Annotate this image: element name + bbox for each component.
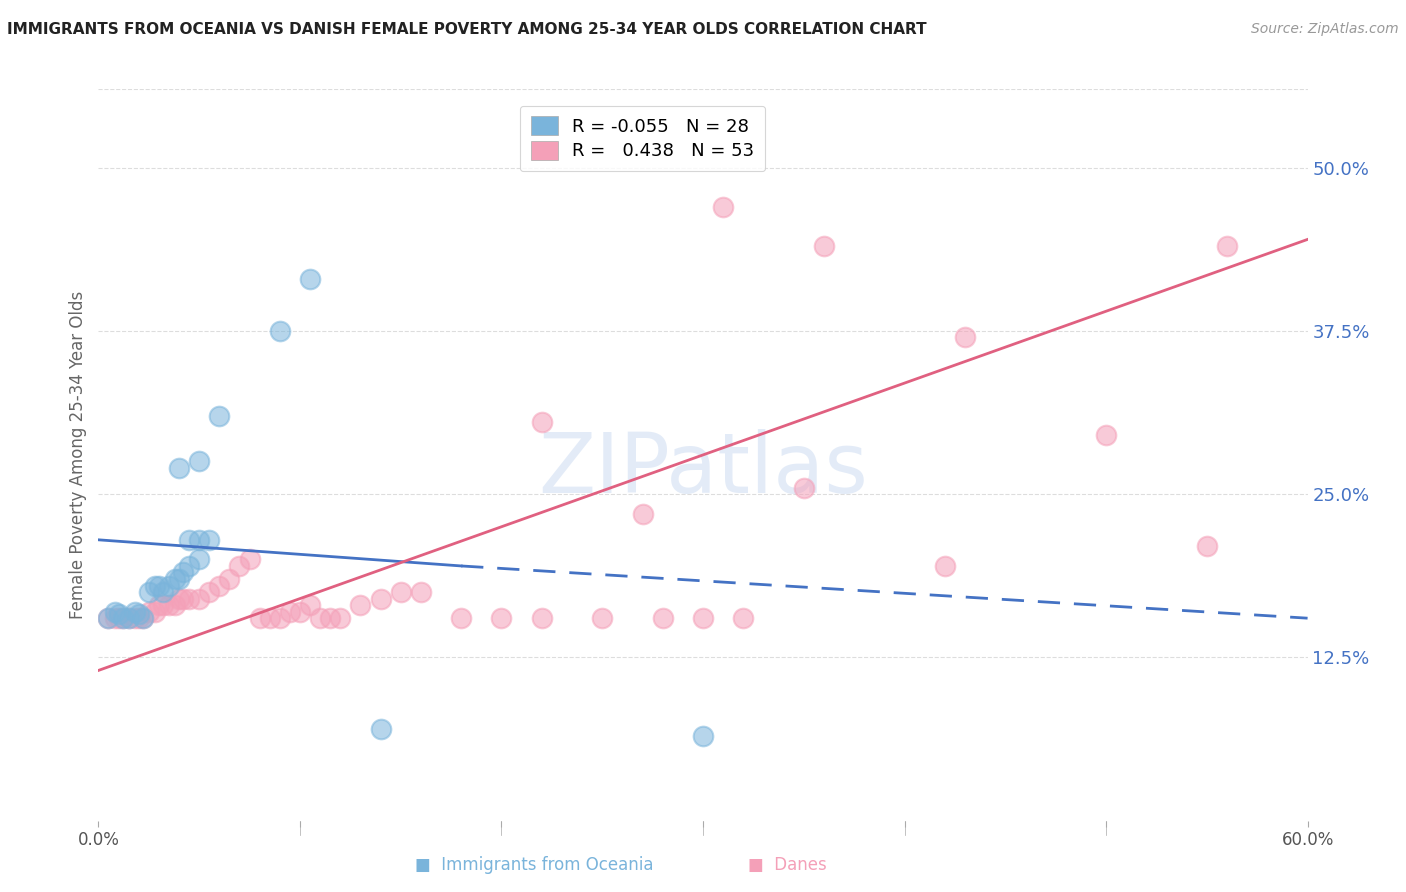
- Point: [179, 558, 201, 573]
- Point: [692, 611, 714, 625]
- Point: [132, 611, 155, 625]
- Point: [163, 598, 186, 612]
- Point: [491, 611, 513, 625]
- Point: [97, 611, 120, 625]
- Point: [733, 611, 755, 625]
- Point: [409, 585, 432, 599]
- Point: [288, 605, 311, 619]
- Text: ■  Danes: ■ Danes: [748, 856, 827, 874]
- Point: [132, 611, 155, 625]
- Point: [793, 481, 815, 495]
- Text: ZIPatlas: ZIPatlas: [538, 429, 868, 510]
- Point: [179, 591, 201, 606]
- Legend: R = -0.055   N = 28, R =   0.438   N = 53: R = -0.055 N = 28, R = 0.438 N = 53: [520, 105, 765, 171]
- Point: [103, 605, 125, 619]
- Point: [218, 572, 240, 586]
- Point: [124, 605, 146, 619]
- Point: [128, 611, 150, 625]
- Point: [1195, 539, 1218, 553]
- Point: [934, 558, 956, 573]
- Point: [249, 611, 271, 625]
- Text: Source: ZipAtlas.com: Source: ZipAtlas.com: [1251, 22, 1399, 37]
- Point: [188, 552, 211, 566]
- Text: IMMIGRANTS FROM OCEANIA VS DANISH FEMALE POVERTY AMONG 25-34 YEAR OLDS CORRELATI: IMMIGRANTS FROM OCEANIA VS DANISH FEMALE…: [7, 22, 927, 37]
- Point: [450, 611, 472, 625]
- Point: [172, 591, 194, 606]
- Point: [152, 585, 174, 599]
- Point: [157, 598, 180, 612]
- Point: [143, 578, 166, 592]
- Point: [692, 729, 714, 743]
- Point: [530, 611, 553, 625]
- Point: [953, 330, 976, 344]
- Point: [198, 533, 221, 547]
- Point: [152, 598, 174, 612]
- Point: [389, 585, 412, 599]
- Point: [631, 507, 654, 521]
- Point: [143, 605, 166, 619]
- Point: [208, 409, 231, 423]
- Point: [118, 611, 141, 625]
- Point: [530, 415, 553, 429]
- Point: [148, 598, 170, 612]
- Point: [118, 611, 141, 625]
- Point: [208, 578, 231, 592]
- Point: [278, 605, 301, 619]
- Point: [167, 591, 190, 606]
- Point: [128, 607, 150, 622]
- Point: [329, 611, 352, 625]
- Point: [711, 200, 734, 214]
- Point: [179, 533, 201, 547]
- Y-axis label: Female Poverty Among 25-34 Year Olds: Female Poverty Among 25-34 Year Olds: [69, 291, 87, 619]
- Point: [138, 605, 160, 619]
- Point: [239, 552, 262, 566]
- Point: [111, 611, 134, 625]
- Point: [97, 611, 120, 625]
- Point: [111, 611, 134, 625]
- Point: [107, 611, 129, 625]
- Point: [138, 585, 160, 599]
- Text: ■  Immigrants from Oceania: ■ Immigrants from Oceania: [415, 856, 654, 874]
- Point: [163, 572, 186, 586]
- Point: [167, 461, 190, 475]
- Point: [259, 611, 281, 625]
- Point: [269, 611, 291, 625]
- Point: [188, 454, 211, 468]
- Point: [107, 607, 129, 622]
- Point: [188, 533, 211, 547]
- Point: [157, 578, 180, 592]
- Point: [1216, 239, 1239, 253]
- Point: [103, 611, 125, 625]
- Point: [188, 591, 211, 606]
- Point: [1095, 428, 1118, 442]
- Point: [269, 324, 291, 338]
- Point: [309, 611, 332, 625]
- Point: [813, 239, 835, 253]
- Point: [299, 271, 322, 285]
- Point: [148, 578, 170, 592]
- Point: [167, 572, 190, 586]
- Point: [651, 611, 673, 625]
- Point: [591, 611, 613, 625]
- Point: [172, 566, 194, 580]
- Point: [349, 598, 371, 612]
- Point: [319, 611, 342, 625]
- Point: [198, 585, 221, 599]
- Point: [124, 611, 146, 625]
- Point: [228, 558, 250, 573]
- Point: [370, 723, 392, 737]
- Point: [299, 598, 322, 612]
- Point: [370, 591, 392, 606]
